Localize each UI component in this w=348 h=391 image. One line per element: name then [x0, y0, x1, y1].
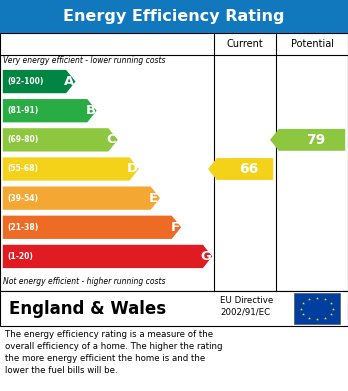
Text: EU Directive
2002/91/EC: EU Directive 2002/91/EC	[220, 296, 273, 317]
Text: Very energy efficient - lower running costs: Very energy efficient - lower running co…	[3, 57, 165, 66]
Text: F: F	[170, 221, 179, 234]
Text: (81-91): (81-91)	[7, 106, 38, 115]
Text: A: A	[64, 75, 74, 88]
Polygon shape	[3, 99, 97, 122]
Text: E: E	[149, 192, 158, 204]
Bar	[294, 293, 340, 324]
Text: Potential: Potential	[291, 39, 333, 49]
Text: 66: 66	[239, 162, 258, 176]
Polygon shape	[3, 245, 212, 268]
Text: D: D	[127, 163, 138, 176]
Bar	[0, 291, 348, 326]
Bar	[0, 0, 348, 33]
Text: G: G	[200, 250, 212, 263]
Text: (55-68): (55-68)	[7, 165, 38, 174]
Polygon shape	[3, 215, 181, 239]
Text: England & Wales: England & Wales	[9, 300, 166, 317]
Polygon shape	[3, 187, 160, 210]
Text: 79: 79	[306, 133, 325, 147]
Polygon shape	[270, 129, 345, 151]
Polygon shape	[3, 157, 139, 181]
Polygon shape	[208, 158, 273, 180]
Text: (39-54): (39-54)	[7, 194, 38, 203]
Polygon shape	[3, 128, 118, 152]
Bar	[0, 33, 348, 291]
Text: (1-20): (1-20)	[7, 252, 33, 261]
Text: (92-100): (92-100)	[7, 77, 44, 86]
Text: Not energy efficient - higher running costs: Not energy efficient - higher running co…	[3, 276, 165, 285]
Polygon shape	[3, 70, 76, 93]
Text: C: C	[106, 133, 116, 146]
Text: (21-38): (21-38)	[7, 223, 38, 232]
Text: Current: Current	[227, 39, 263, 49]
Text: The energy efficiency rating is a measure of the
overall efficiency of a home. T: The energy efficiency rating is a measur…	[5, 330, 223, 375]
Text: (69-80): (69-80)	[7, 135, 38, 144]
Text: Energy Efficiency Rating: Energy Efficiency Rating	[63, 9, 285, 24]
Text: B: B	[85, 104, 95, 117]
